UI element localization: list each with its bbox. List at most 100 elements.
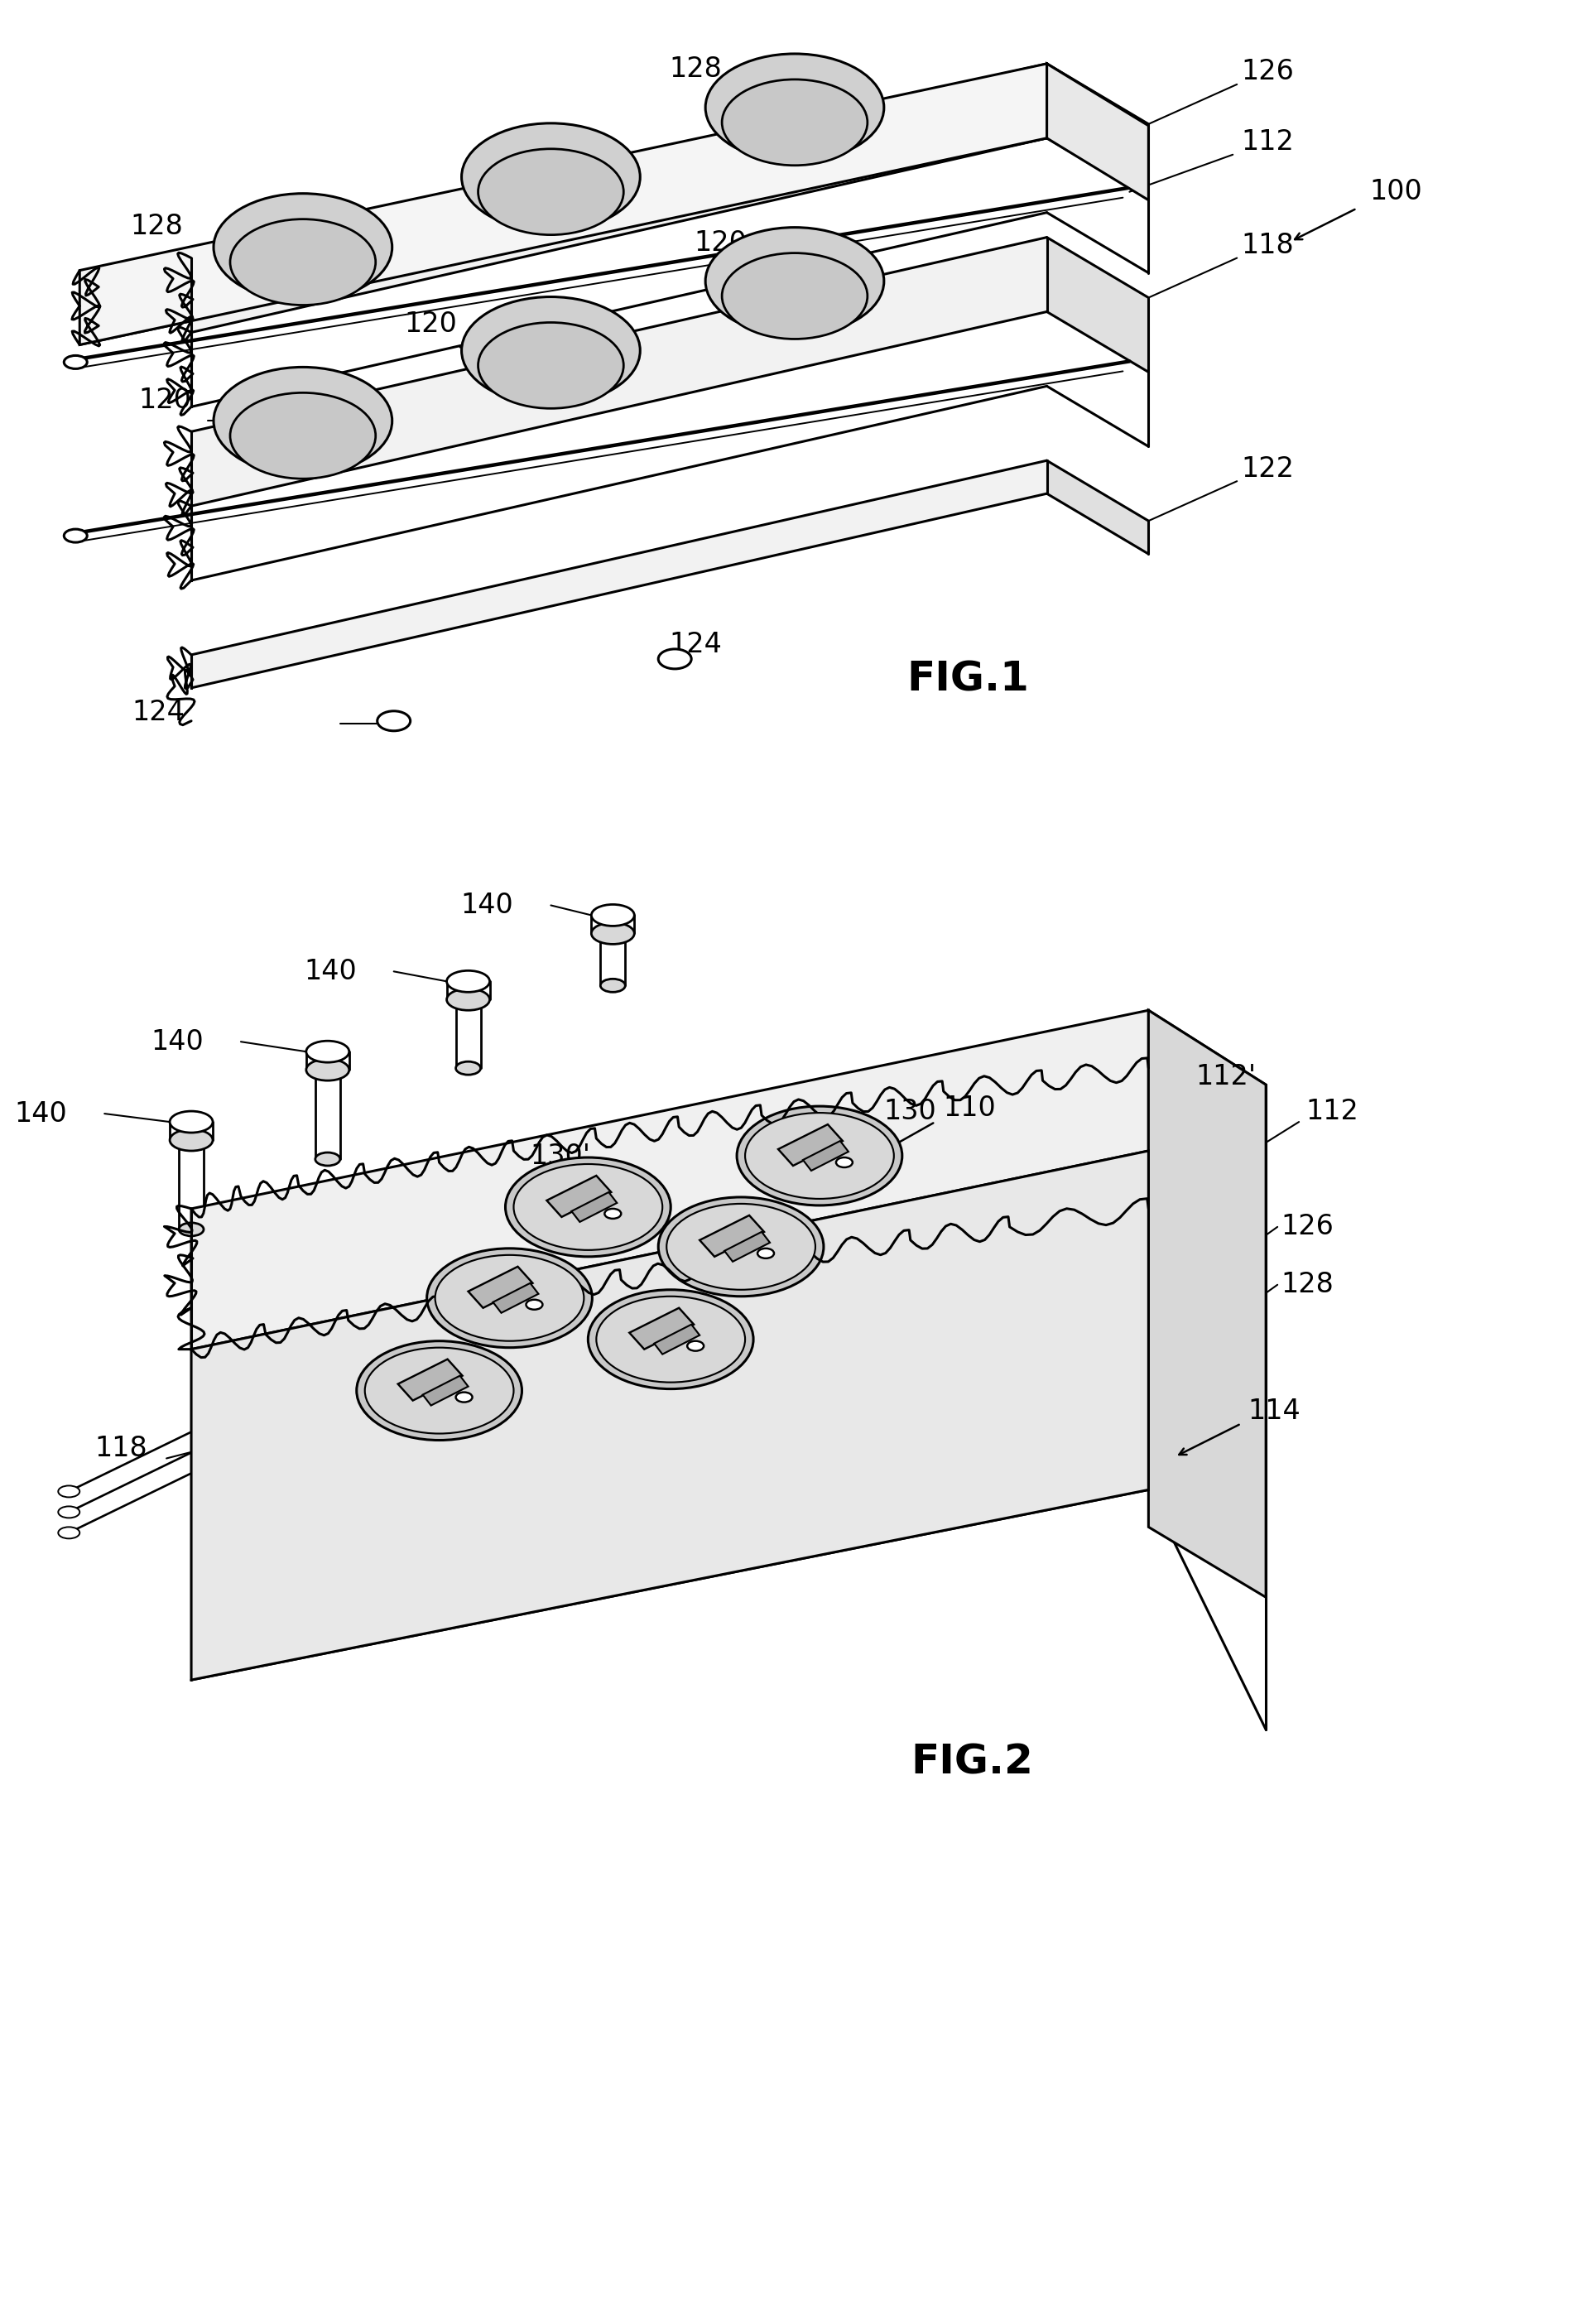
Polygon shape xyxy=(629,1308,694,1350)
Ellipse shape xyxy=(722,79,867,165)
Ellipse shape xyxy=(456,992,481,1006)
Text: 140: 140 xyxy=(460,892,514,918)
Polygon shape xyxy=(1047,63,1148,198)
Ellipse shape xyxy=(658,1197,823,1297)
Polygon shape xyxy=(777,1125,842,1167)
Ellipse shape xyxy=(588,1290,754,1390)
Polygon shape xyxy=(397,1360,462,1401)
Text: 130': 130' xyxy=(530,1141,591,1169)
Text: 120: 120 xyxy=(139,386,191,414)
Ellipse shape xyxy=(591,923,634,944)
Text: 120: 120 xyxy=(694,230,747,256)
Text: 114: 114 xyxy=(1247,1397,1301,1425)
Ellipse shape xyxy=(596,1297,744,1383)
Ellipse shape xyxy=(462,123,640,230)
Polygon shape xyxy=(1047,460,1148,553)
Ellipse shape xyxy=(705,228,885,335)
Text: 126: 126 xyxy=(1241,58,1295,86)
Ellipse shape xyxy=(591,904,634,925)
Polygon shape xyxy=(423,1376,468,1406)
Ellipse shape xyxy=(604,1208,621,1218)
Text: 140: 140 xyxy=(151,1027,203,1055)
Ellipse shape xyxy=(836,1157,853,1167)
Ellipse shape xyxy=(213,367,393,474)
Ellipse shape xyxy=(705,53,885,160)
Ellipse shape xyxy=(315,1062,341,1076)
Ellipse shape xyxy=(478,149,623,235)
Ellipse shape xyxy=(688,1341,703,1350)
Text: 120: 120 xyxy=(405,311,457,337)
Text: FIG.1: FIG.1 xyxy=(907,660,1030,700)
Ellipse shape xyxy=(65,530,87,541)
Polygon shape xyxy=(654,1325,700,1355)
Text: 112': 112' xyxy=(1195,1062,1257,1090)
Text: 128: 128 xyxy=(131,214,183,239)
Text: 128: 128 xyxy=(1281,1271,1334,1299)
Polygon shape xyxy=(191,1150,1148,1680)
Polygon shape xyxy=(571,1192,617,1222)
Ellipse shape xyxy=(757,1248,774,1257)
Text: 110: 110 xyxy=(943,1095,997,1122)
Polygon shape xyxy=(191,63,1047,332)
Text: 140: 140 xyxy=(304,957,356,985)
Text: 118: 118 xyxy=(1241,232,1293,260)
Ellipse shape xyxy=(722,253,867,339)
Text: 100: 100 xyxy=(1369,179,1422,205)
Polygon shape xyxy=(191,460,1047,688)
Polygon shape xyxy=(700,1215,765,1257)
Text: 112: 112 xyxy=(1241,128,1295,156)
Ellipse shape xyxy=(527,1299,542,1308)
Polygon shape xyxy=(1047,63,1148,200)
Ellipse shape xyxy=(514,1164,662,1250)
Ellipse shape xyxy=(170,1129,213,1150)
Ellipse shape xyxy=(364,1348,514,1434)
Text: 122: 122 xyxy=(1241,456,1295,483)
Ellipse shape xyxy=(736,1106,902,1206)
Ellipse shape xyxy=(667,1204,815,1290)
Ellipse shape xyxy=(213,193,393,302)
Ellipse shape xyxy=(456,1392,473,1401)
Ellipse shape xyxy=(315,1153,341,1167)
Ellipse shape xyxy=(462,297,640,404)
Ellipse shape xyxy=(356,1341,522,1441)
Polygon shape xyxy=(724,1232,770,1262)
Ellipse shape xyxy=(446,988,490,1011)
Polygon shape xyxy=(547,1176,612,1218)
Ellipse shape xyxy=(58,1506,80,1518)
Ellipse shape xyxy=(456,1062,481,1074)
Polygon shape xyxy=(494,1283,538,1313)
Text: FIG.2: FIG.2 xyxy=(912,1743,1033,1783)
Ellipse shape xyxy=(478,323,623,409)
Polygon shape xyxy=(191,1011,1148,1350)
Polygon shape xyxy=(1047,237,1148,372)
Text: 124: 124 xyxy=(669,632,722,658)
Ellipse shape xyxy=(505,1157,670,1257)
Ellipse shape xyxy=(744,1113,894,1199)
Ellipse shape xyxy=(601,978,624,992)
Text: 128: 128 xyxy=(669,56,722,84)
Ellipse shape xyxy=(230,218,375,304)
Text: 124: 124 xyxy=(132,700,185,727)
Ellipse shape xyxy=(427,1248,593,1348)
Ellipse shape xyxy=(65,356,87,370)
Ellipse shape xyxy=(58,1527,80,1538)
Text: 140: 140 xyxy=(14,1099,68,1127)
Polygon shape xyxy=(80,63,1047,344)
Ellipse shape xyxy=(170,1111,213,1132)
Ellipse shape xyxy=(178,1222,203,1236)
Ellipse shape xyxy=(178,1134,203,1146)
Polygon shape xyxy=(468,1267,533,1308)
Ellipse shape xyxy=(58,1485,80,1497)
Text: 112: 112 xyxy=(1306,1097,1358,1125)
Ellipse shape xyxy=(306,1041,349,1062)
Text: 130: 130 xyxy=(885,1097,937,1125)
Ellipse shape xyxy=(377,711,410,730)
Ellipse shape xyxy=(446,971,490,992)
Polygon shape xyxy=(191,237,1047,507)
Text: 126: 126 xyxy=(1281,1213,1334,1241)
Polygon shape xyxy=(803,1141,848,1171)
Ellipse shape xyxy=(435,1255,583,1341)
Polygon shape xyxy=(1148,1011,1266,1597)
Ellipse shape xyxy=(230,393,375,479)
Text: 118: 118 xyxy=(95,1434,147,1462)
